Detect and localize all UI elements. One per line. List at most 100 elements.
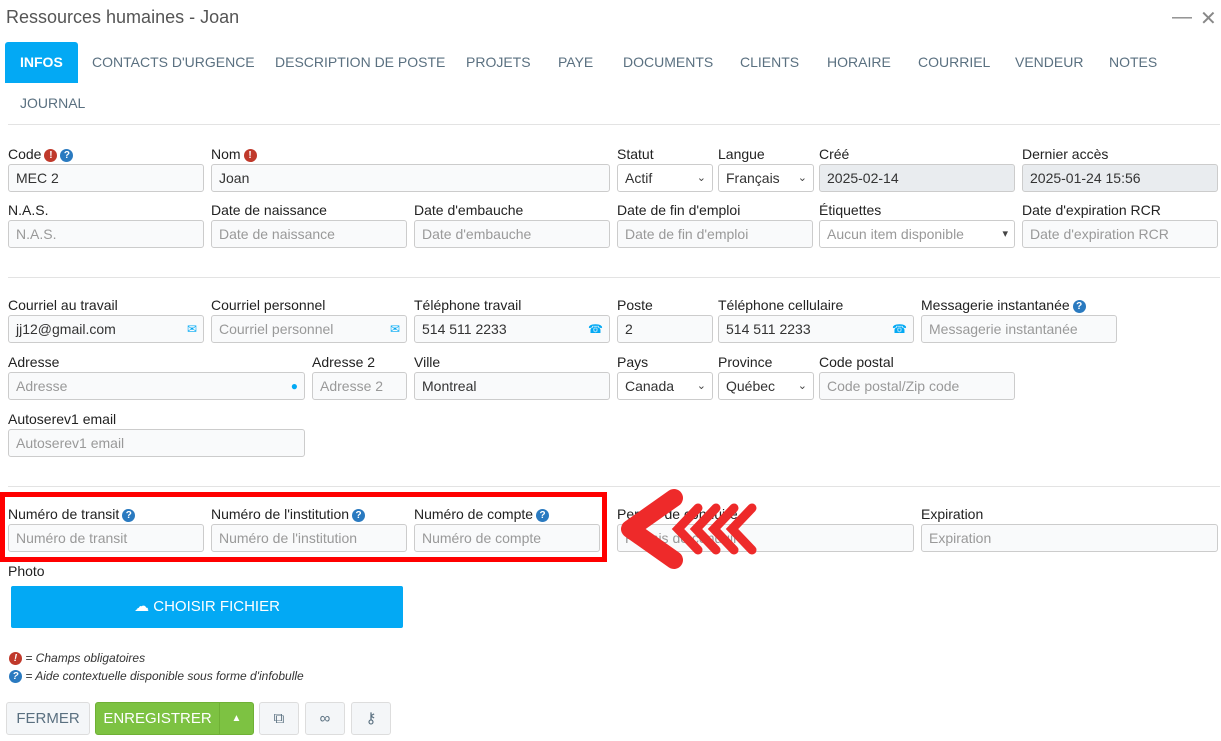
fin-emploi-input[interactable]: Date de fin d'emploi [617,220,813,248]
chevron-down-icon: ⌄ [696,172,706,184]
save-options-caret-icon[interactable]: ▲ [219,702,254,735]
cree-value: 2025-02-14 [827,170,899,186]
envelope-icon[interactable]: ✉ [389,322,400,336]
tab-clients[interactable]: CLIENTS [740,54,800,70]
tab-notes[interactable]: NOTES [1109,54,1158,70]
close-window-button[interactable]: ✕ [1200,8,1217,30]
code-label-text: Code [8,146,42,162]
legend-required-text: = Champs obligatoires [25,651,146,665]
photo-label: Photo [8,563,45,579]
statut-select[interactable]: Actif ⌄ [617,164,713,192]
dernier-acces-input: 2025-01-24 15:56 [1022,164,1218,192]
help-icon[interactable]: ? [536,509,550,522]
help-icon: ? [9,670,22,683]
ville-input[interactable]: Montreal [414,372,610,400]
province-label-text: Province [718,354,773,370]
nas-input[interactable]: N.A.S. [8,220,204,248]
tab-projets[interactable]: PROJETS [466,54,531,70]
globe-icon[interactable]: ● [290,379,298,393]
embauche-label-text: Date d'embauche [414,202,524,218]
transit-label-text: Numéro de transit [8,506,120,522]
province-label: Province [718,354,772,370]
required-icon: ! [44,149,58,162]
code-postal-label: Code postal [819,354,894,370]
tab-journal[interactable]: JOURNAL [20,95,86,111]
nom-label: Nom! [211,146,257,162]
tab-horaire[interactable]: HORAIRE [827,54,891,70]
tab-vendeur[interactable]: VENDEUR [1015,54,1084,70]
rcr-input[interactable]: Date d'expiration RCR [1022,220,1218,248]
nas-label: N.A.S. [8,202,48,218]
expiration-label: Expiration [921,506,983,522]
code-input[interactable]: MEC 2 [8,164,204,192]
autoserev-input[interactable]: Autoserev1 email [8,429,305,457]
tab-description-de-poste[interactable]: DESCRIPTION DE POSTE [275,54,446,70]
adresse-input[interactable]: Adresse ● [8,372,305,400]
courriel-perso-input[interactable]: Courriel personnel ✉ [211,315,407,343]
divider [8,486,1220,487]
naissance-label: Date de naissance [211,202,327,218]
phone-icon[interactable]: ☎ [588,322,603,336]
statut-value: Actif [625,170,653,186]
compte-input[interactable]: Numéro de compte [414,524,600,552]
code-postal-input[interactable]: Code postal/Zip code [819,372,1015,400]
messagerie-input[interactable]: Messagerie instantanée [921,315,1117,343]
envelope-icon[interactable]: ✉ [186,322,197,336]
help-icon[interactable]: ? [60,149,74,162]
cree-input: 2025-02-14 [819,164,1015,192]
rcr-label: Date d'expiration RCR [1022,202,1161,218]
adresse-label-text: Adresse [8,354,60,370]
poste-input[interactable]: 2 [617,315,713,343]
tab-contacts-d-urgence[interactable]: CONTACTS D'URGENCE [92,54,255,70]
naissance-input[interactable]: Date de naissance [211,220,407,248]
tab-infos[interactable]: INFOS [5,42,78,83]
choose-file-button[interactable]: ☁ CHOISIR FICHIER [11,586,403,628]
fin-emploi-label-text: Date de fin d'emploi [617,202,741,218]
expiration-value: Expiration [929,530,992,546]
courriel-perso-value: Courriel personnel [219,321,334,337]
cellulaire-input[interactable]: 514 511 2233 ☎ [718,315,914,343]
phone-icon[interactable]: ☎ [892,322,907,336]
close-button[interactable]: FERMER [6,702,90,735]
dernier-acces-label: Dernier accès [1022,146,1108,162]
courriel-travail-input[interactable]: jj12@gmail.com ✉ [8,315,204,343]
highlight-box [0,492,607,562]
code-postal-value: Code postal/Zip code [827,378,960,394]
poste-label: Poste [617,297,653,313]
cloud-upload-icon: ☁ [134,598,150,615]
expiration-input[interactable]: Expiration [921,524,1218,552]
transit-input[interactable]: Numéro de transit [8,524,204,552]
minimize-button[interactable]: — [1172,6,1192,28]
autoserev-label: Autoserev1 email [8,411,116,427]
province-select[interactable]: Québec ⌄ [718,372,814,400]
institution-input[interactable]: Numéro de l'institution [211,524,407,552]
embauche-input[interactable]: Date d'embauche [414,220,610,248]
help-icon[interactable]: ? [1072,300,1086,313]
etiquettes-select[interactable]: Aucun item disponible ▾ [819,220,1015,248]
tab-courriel[interactable]: COURRIEL [918,54,991,70]
help-icon[interactable]: ? [122,509,136,522]
tel-travail-input[interactable]: 514 511 2233 ☎ [414,315,610,343]
pays-value: Canada [625,378,675,394]
help-icon[interactable]: ? [352,509,366,522]
key-icon[interactable]: ⚷ [351,702,391,735]
adresse-label: Adresse [8,354,59,370]
copy-icon[interactable]: ⧉ [259,702,299,735]
institution-value: Numéro de l'institution [219,530,358,546]
pays-select[interactable]: Canada ⌄ [617,372,713,400]
adresse2-input[interactable]: Adresse 2 [312,372,407,400]
save-button[interactable]: ENREGISTRER [95,702,220,735]
adresse2-label-text: Adresse 2 [312,354,376,370]
nom-input[interactable]: Joan [211,164,610,192]
tab-documents[interactable]: DOCUMENTS [623,54,714,70]
divider [8,277,1220,278]
link-icon[interactable]: ∞ [305,702,345,735]
arrow-annotation [621,489,757,569]
pays-label-text: Pays [617,354,649,370]
code-label: Code!? [8,146,74,162]
langue-select[interactable]: Français ⌄ [718,164,814,192]
tel-travail-label: Téléphone travail [414,297,521,313]
chevron-down-icon: ⌄ [797,380,807,392]
tab-paye[interactable]: PAYE [558,54,594,70]
courriel-perso-label: Courriel personnel [211,297,325,313]
